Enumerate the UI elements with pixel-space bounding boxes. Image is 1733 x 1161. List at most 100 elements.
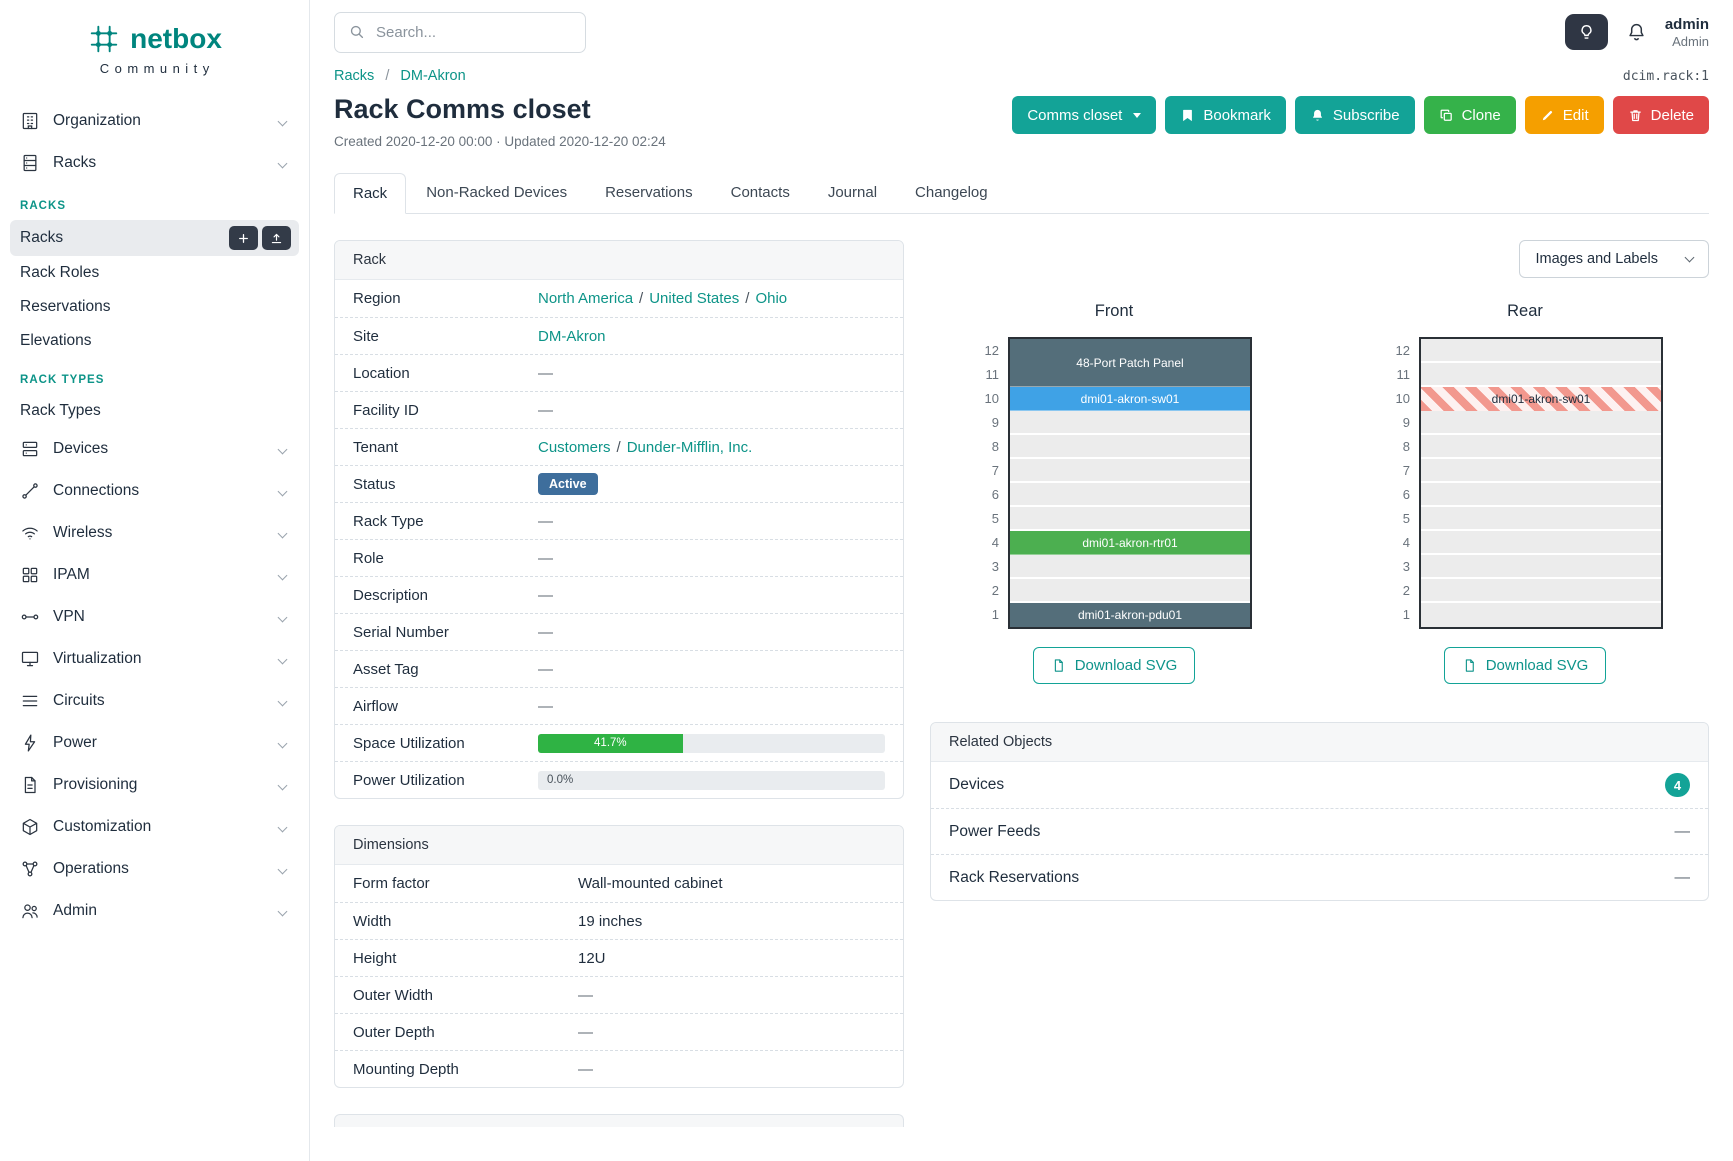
user-name: admin <box>1664 15 1709 33</box>
sidebar-item-label: Wireless <box>53 524 113 541</box>
rack-unit-empty[interactable] <box>1421 339 1661 363</box>
images-labels-select[interactable]: Images and Labels <box>1519 240 1709 278</box>
tab-rack[interactable]: Rack <box>334 173 407 214</box>
field-row-airflow: Airflow — <box>335 687 903 724</box>
rack-unit-empty[interactable] <box>1010 507 1250 531</box>
rack-unit-device-patch-panel[interactable]: 48-Port Patch Panel <box>1010 339 1250 387</box>
sidebar-item-organization[interactable]: Organization <box>0 100 309 142</box>
sidebar-section-rack-types: RACK TYPES <box>20 374 105 386</box>
search-input[interactable] <box>376 23 575 41</box>
sidebar-item-label: Operations <box>53 860 129 877</box>
user-menu[interactable]: admin Admin <box>1665 16 1709 49</box>
netbox-logo[interactable]: netbox Community <box>0 16 309 80</box>
related-power-feeds-link[interactable]: Power Feeds <box>949 822 1041 840</box>
tab-changelog[interactable]: Changelog <box>915 184 988 201</box>
rack-unit-empty[interactable] <box>1421 411 1661 435</box>
field-label: Site <box>353 327 379 345</box>
rear-elevation: Rear 12 11 10 9 8 7 6 5 4 3 2 1 dmi01-akron-sw01 <box>1387 302 1663 684</box>
rack-unit-device-sw01[interactable]: dmi01-akron-sw01 <box>1010 387 1250 411</box>
rack-unit-empty[interactable] <box>1421 555 1661 579</box>
tab-reservations[interactable]: Reservations <box>605 184 693 201</box>
notifications-button[interactable] <box>1626 22 1647 43</box>
sidebar-item-customization[interactable]: Customization <box>0 806 309 848</box>
download-svg-rear-button[interactable]: Download SVG <box>1443 647 1607 684</box>
bookmark-button[interactable]: Bookmark <box>1165 96 1286 134</box>
rack-card: Rack Region North America / United State… <box>334 240 904 799</box>
field-label: Height <box>353 949 397 967</box>
add-rack-button[interactable] <box>229 226 258 250</box>
chevron-down-icon <box>277 528 288 538</box>
field-row-outer-depth: Outer Depth — <box>335 1013 903 1050</box>
tab-journal[interactable]: Journal <box>827 184 878 201</box>
tab-non-racked-devices[interactable]: Non-Racked Devices <box>426 184 568 201</box>
breadcrumb-link-racks[interactable]: Racks <box>334 68 375 84</box>
empty-value: — <box>538 512 553 530</box>
sidebar-item-reservations[interactable]: Reservations <box>20 298 111 315</box>
rack-unit-empty[interactable] <box>1010 483 1250 507</box>
empty-value: — <box>578 986 593 1004</box>
subscribe-button[interactable]: Subscribe <box>1294 96 1415 134</box>
rack-unit-device-pdu01[interactable]: dmi01-akron-pdu01 <box>1010 603 1250 627</box>
site-link[interactable]: DM-Akron <box>538 327 606 345</box>
import-racks-button[interactable] <box>262 226 291 250</box>
rack-unit-empty[interactable] <box>1421 579 1661 603</box>
sidebar-item-rack-roles[interactable]: Rack Roles <box>20 264 100 281</box>
tenant-link[interactable]: Dunder-Mifflin, Inc. <box>626 438 753 456</box>
rack-unit-empty[interactable] <box>1421 435 1661 459</box>
empty-value: — <box>538 549 553 567</box>
sidebar-item-power[interactable]: Power <box>0 722 309 764</box>
sidebar-item-circuits[interactable]: Circuits <box>0 680 309 722</box>
rack-unit-empty[interactable] <box>1010 555 1250 579</box>
field-row-description: Description — <box>335 576 903 613</box>
related-rack-reservations-link[interactable]: Rack Reservations <box>949 868 1080 886</box>
sidebar-item-devices[interactable]: Devices <box>0 428 309 470</box>
sidebar-item-operations[interactable]: Operations <box>0 848 309 890</box>
sidebar-item-racks[interactable]: Racks <box>0 142 309 184</box>
delete-button[interactable]: Delete <box>1612 96 1709 134</box>
sidebar-item-wireless[interactable]: Wireless <box>0 512 309 554</box>
field-row-mounting-depth: Mounting Depth — <box>335 1050 903 1087</box>
rack-unit-empty[interactable] <box>1010 579 1250 603</box>
breadcrumb-link-site[interactable]: DM-Akron <box>400 68 466 84</box>
region-link[interactable]: Ohio <box>755 290 788 307</box>
breadcrumb: Racks / DM-Akron <box>334 68 466 84</box>
field-row-power-utilization: Power Utilization 0.0% <box>335 761 903 798</box>
rack-unit-empty[interactable] <box>1421 507 1661 531</box>
sidebar-item-connections[interactable]: Connections <box>0 470 309 512</box>
edit-button[interactable]: Edit <box>1524 96 1604 134</box>
rack-unit-empty[interactable] <box>1010 411 1250 435</box>
ipam-icon <box>20 565 40 585</box>
rack-unit-device-sw01-rear[interactable]: dmi01-akron-sw01 <box>1421 387 1661 411</box>
related-devices-link[interactable]: Devices <box>949 776 1005 793</box>
rack-unit-empty[interactable] <box>1421 531 1661 555</box>
download-svg-front-button[interactable]: Download SVG <box>1032 647 1196 684</box>
search-box[interactable] <box>334 11 586 53</box>
region-link[interactable]: North America <box>538 290 634 307</box>
rack-view-select-button[interactable]: Comms closet <box>1012 96 1157 134</box>
related-row-rack-reservations: Rack Reservations — <box>931 854 1708 900</box>
rack-unit-empty[interactable] <box>1421 603 1661 627</box>
rack-unit-empty[interactable] <box>1421 483 1661 507</box>
chevron-down-icon <box>277 486 288 496</box>
clone-button[interactable]: Clone <box>1423 96 1516 134</box>
sidebar-item-virtualization[interactable]: Virtualization <box>0 638 309 680</box>
rack-unit-empty[interactable] <box>1010 459 1250 483</box>
region-link[interactable]: United States <box>649 290 740 307</box>
rack-unit-empty[interactable] <box>1010 435 1250 459</box>
empty-value: — <box>538 697 553 715</box>
rack-unit-empty[interactable] <box>1421 363 1661 387</box>
sidebar-item-admin[interactable]: Admin <box>0 890 309 932</box>
rack-unit-device-rtr01[interactable]: dmi01-akron-rtr01 <box>1010 531 1250 555</box>
sidebar-item-rack-types[interactable]: Rack Types <box>20 402 101 419</box>
sidebar-item-provisioning[interactable]: Provisioning <box>0 764 309 806</box>
theme-toggle-button[interactable] <box>1564 14 1608 50</box>
power-icon <box>20 733 40 753</box>
sidebar-item-ipam[interactable]: IPAM <box>0 554 309 596</box>
sidebar-item-elevations[interactable]: Elevations <box>20 332 92 349</box>
sidebar-item-racks-list[interactable]: Racks <box>10 220 299 256</box>
rack-unit-empty[interactable] <box>1421 459 1661 483</box>
tenant-group-link[interactable]: Customers <box>538 438 611 456</box>
images-labels-select-value: Images and Labels <box>1535 251 1658 267</box>
sidebar-item-vpn[interactable]: VPN <box>0 596 309 638</box>
tab-contacts[interactable]: Contacts <box>730 184 790 201</box>
